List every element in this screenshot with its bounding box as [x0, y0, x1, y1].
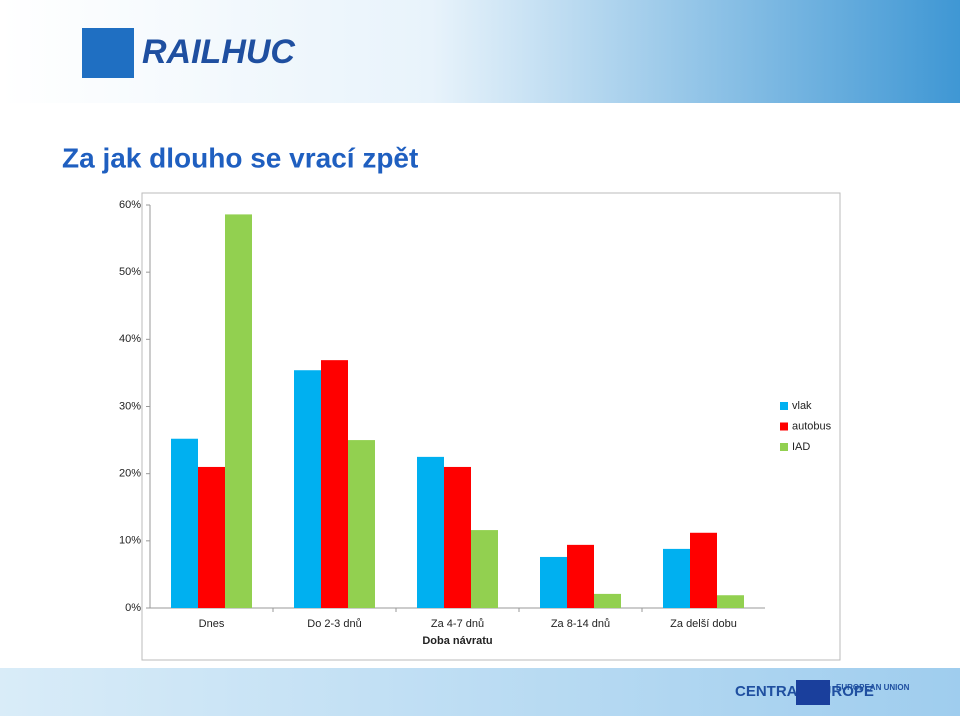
logo-icon	[82, 28, 134, 78]
plot: 0% 10% 20% 30% 40% 50% 60% Dnes Do 2-3 dnů Za 4-7…	[119, 199, 832, 647]
bar	[594, 593, 621, 608]
bar	[294, 370, 321, 608]
bar	[540, 556, 567, 608]
bar	[567, 544, 594, 608]
y-tick-label: 60%	[119, 199, 141, 211]
legend-label: autobus	[792, 420, 832, 432]
header-banner	[0, 0, 960, 103]
y-tick-label: 50%	[119, 266, 141, 278]
x-tick-label: Za 8-14 dnů	[551, 618, 610, 630]
logo-text: RAILHUC	[142, 33, 295, 71]
legend-swatch	[780, 443, 788, 451]
slide-title: Za jak dlouho se vrací zpět	[62, 142, 418, 173]
bar	[348, 440, 375, 608]
y-tick-label: 0%	[125, 602, 141, 614]
legend-label: IAD	[792, 441, 810, 453]
legend-swatch	[780, 422, 788, 431]
y-tick-label: 10%	[119, 535, 141, 547]
eu-flag	[796, 680, 830, 705]
x-tick-label: Za delší dobu	[670, 618, 737, 630]
bar	[417, 456, 444, 608]
x-tick-label: Dnes	[199, 618, 225, 630]
x-tick-label: Za 4-7 dnů	[431, 618, 484, 630]
y-tick-label: 40%	[119, 333, 141, 345]
y-tick-label: 20%	[119, 468, 141, 480]
bar	[225, 214, 252, 609]
y-tick-label: 30%	[119, 400, 141, 412]
legend-label: vlak	[792, 400, 812, 412]
bar	[663, 548, 690, 608]
bar	[471, 530, 498, 608]
bar	[171, 438, 198, 608]
footer-logo-right: EUROPEAN UNION	[836, 683, 910, 692]
bar	[321, 360, 348, 608]
x-tick-label: Do 2-3 dnů	[307, 618, 361, 630]
x-axis-title: Doba návratu	[422, 635, 492, 647]
legend-swatch	[780, 402, 788, 410]
bar	[717, 595, 744, 608]
bar	[444, 466, 471, 608]
bar	[690, 532, 717, 608]
bar	[198, 466, 225, 608]
